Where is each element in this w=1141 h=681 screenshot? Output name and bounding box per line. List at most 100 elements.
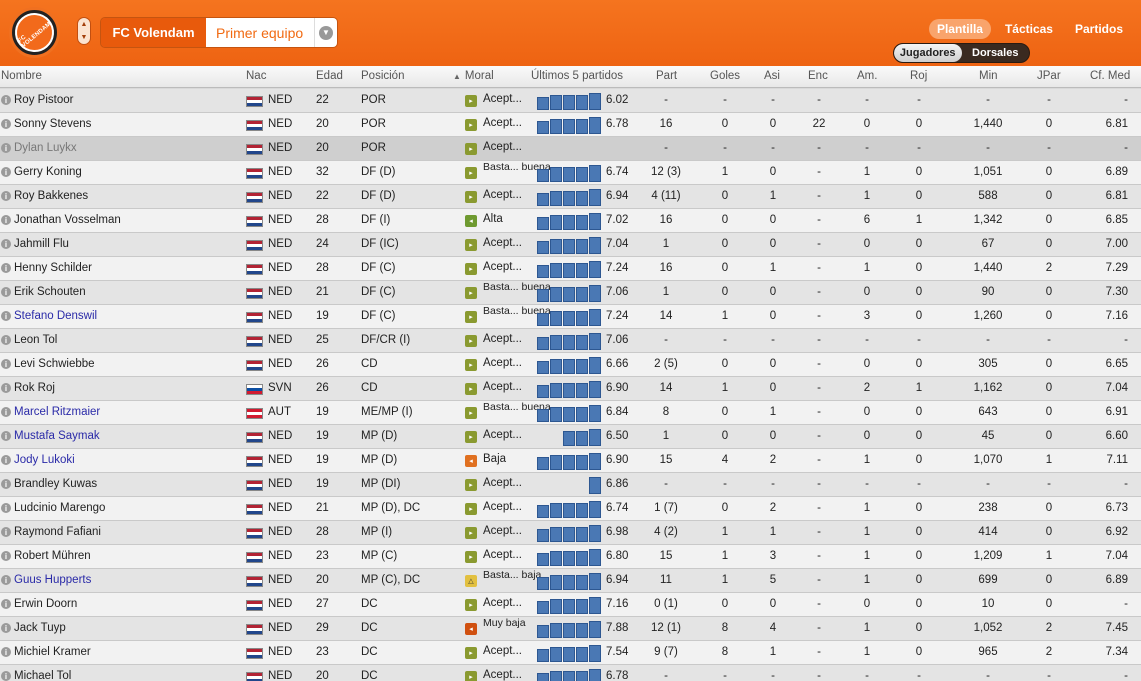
table-row[interactable]: i Erik Schouten NED 21 DF (C) ▸ Basta... buena… bbox=[0, 281, 1141, 305]
segment-0[interactable]: Jugadores bbox=[894, 44, 962, 62]
table-row[interactable]: i Robert Mühren NED 23 MP (C) ▸ Acept... 6.80 15… bbox=[0, 545, 1141, 569]
table-row[interactable]: i Michael Tol NED 20 DC ▸ Acept... 6.78 - - - - - - - -… bbox=[0, 665, 1141, 681]
col-ultimos[interactable]: Últimos 5 partidos bbox=[531, 70, 624, 82]
table-row[interactable]: i Gerry Koning NED 32 DF (D) ▸ Basta... buena 6… bbox=[0, 161, 1141, 185]
player-name[interactable]: Henny Schilder bbox=[14, 262, 92, 274]
info-icon[interactable]: i bbox=[1, 479, 11, 489]
player-name[interactable]: Rok Roj bbox=[14, 382, 55, 394]
player-name[interactable]: Sonny Stevens bbox=[14, 118, 92, 130]
col-posicion[interactable]: Posición bbox=[361, 70, 405, 82]
table-row[interactable]: i Jahmill Flu NED 24 DF (IC) ▸ Acept... 7.04 1 0 0… bbox=[0, 233, 1141, 257]
info-icon[interactable]: i bbox=[1, 263, 11, 273]
col-am[interactable]: Am. bbox=[857, 70, 878, 82]
table-row[interactable]: i Henny Schilder NED 28 DF (C) ▸ Acept... 7.24 1… bbox=[0, 257, 1141, 281]
nav-tab-1[interactable]: Tácticas bbox=[1004, 22, 1053, 36]
info-icon[interactable]: i bbox=[1, 119, 11, 129]
table-row[interactable]: i Jack Tuyp NED 29 DC ◂ Muy baja 7.88 12 (1) 8 4 - 1… bbox=[0, 617, 1141, 641]
table-row[interactable]: i Jonathan Vosselman NED 28 DF (I) ◂ Alta 7.02 1… bbox=[0, 209, 1141, 233]
info-icon[interactable]: i bbox=[1, 599, 11, 609]
col-min[interactable]: Min bbox=[979, 70, 998, 82]
info-icon[interactable]: i bbox=[1, 143, 11, 153]
player-name[interactable]: Brandley Kuwas bbox=[14, 478, 98, 490]
info-icon[interactable]: i bbox=[1, 503, 11, 513]
table-row[interactable]: i Roy Bakkenes NED 22 DF (D) ▸ Acept... 6.94 4 (… bbox=[0, 185, 1141, 209]
player-name[interactable]: Stefano Denswil bbox=[14, 310, 98, 322]
table-row[interactable]: i Marcel Ritzmaier AUT 19 ME/MP (I) ▸ Basta...… bbox=[0, 401, 1141, 425]
table-row[interactable]: i Sonny Stevens NED 20 POR ▸ Acept... 6.78 16 0 0 2… bbox=[0, 113, 1141, 137]
player-name[interactable]: Guus Hupperts bbox=[14, 574, 92, 586]
table-row[interactable]: i Mustafa Saymak NED 19 MP (D) ▸ Acept... 6.50 1… bbox=[0, 425, 1141, 449]
player-name[interactable]: Jahmill Flu bbox=[14, 238, 69, 250]
player-name[interactable]: Roy Pistoor bbox=[14, 94, 74, 106]
arrow-up-icon[interactable]: ▲ bbox=[80, 21, 88, 28]
table-row[interactable]: i Ludcinio Marengo NED 21 MP (D), DC ▸ Acept..… bbox=[0, 497, 1141, 521]
player-name[interactable]: Jody Lukoki bbox=[14, 454, 75, 466]
club-team-selector[interactable]: FC Volendam Primer equipo ▼ bbox=[100, 17, 338, 48]
table-row[interactable]: i Rok Roj SVN 26 CD ▸ Acept... 6.90 14 1 0 - 2 1 1,162… bbox=[0, 377, 1141, 401]
player-name[interactable]: Raymond Fafiani bbox=[14, 526, 101, 538]
col-cfmed[interactable]: Cf. Med bbox=[1090, 70, 1131, 82]
player-name[interactable]: Gerry Koning bbox=[14, 166, 82, 178]
table-row[interactable]: i Stefano Denswil NED 19 DF (C) ▸ Basta... bue… bbox=[0, 305, 1141, 329]
col-goles[interactable]: Goles bbox=[710, 70, 741, 82]
table-row[interactable]: i Levi Schwiebbe NED 26 CD ▸ Acept... 6.66 2 (5)… bbox=[0, 353, 1141, 377]
info-icon[interactable]: i bbox=[1, 407, 11, 417]
info-icon[interactable]: i bbox=[1, 431, 11, 441]
team-dropdown-button[interactable]: ▼ bbox=[315, 18, 337, 47]
table-row[interactable]: i Raymond Fafiani NED 28 MP (I) ▸ Acept... 6.98… bbox=[0, 521, 1141, 545]
table-row[interactable]: i Roy Pistoor NED 22 POR ▸ Acept... 6.02 - - - - - - -… bbox=[0, 89, 1141, 113]
club-switch-arrows[interactable]: ▲ ▼ bbox=[77, 17, 91, 45]
player-name[interactable]: Jack Tuyp bbox=[14, 622, 66, 634]
info-icon[interactable]: i bbox=[1, 95, 11, 105]
player-name[interactable]: Erwin Doorn bbox=[14, 598, 78, 610]
table-row[interactable]: i Leon Tol NED 25 DF/CR (I) ▸ Acept... 7.06 - - - -… bbox=[0, 329, 1141, 353]
player-name[interactable]: Mustafa Saymak bbox=[14, 430, 100, 442]
club-crest[interactable]: FC VOLENDAM bbox=[7, 5, 62, 60]
info-icon[interactable]: i bbox=[1, 575, 11, 585]
player-name[interactable]: Michael Tol bbox=[14, 670, 72, 681]
info-icon[interactable]: i bbox=[1, 191, 11, 201]
col-nombre[interactable]: Nombre bbox=[1, 70, 42, 82]
player-name[interactable]: Leon Tol bbox=[14, 334, 58, 346]
player-name[interactable]: Michiel Kramer bbox=[14, 646, 91, 658]
player-name[interactable]: Robert Mühren bbox=[14, 550, 91, 562]
col-roj[interactable]: Roj bbox=[910, 70, 928, 82]
player-name[interactable]: Erik Schouten bbox=[14, 286, 86, 298]
col-asi[interactable]: Asi bbox=[764, 70, 780, 82]
nav-tab-2[interactable]: Partidos bbox=[1074, 22, 1123, 36]
segment-1[interactable]: Dorsales bbox=[972, 47, 1019, 59]
arrow-down-icon[interactable]: ▼ bbox=[80, 34, 88, 41]
info-icon[interactable]: i bbox=[1, 167, 11, 177]
table-row[interactable]: i Erwin Doorn NED 27 DC ▸ Acept... 7.16 0 (1) 0 0 -… bbox=[0, 593, 1141, 617]
table-row[interactable]: i Michiel Kramer NED 23 DC ▸ Acept... 7.54 9 (7)… bbox=[0, 641, 1141, 665]
info-icon[interactable]: i bbox=[1, 527, 11, 537]
table-row[interactable]: i Jody Lukoki NED 19 MP (D) ◂ Baja 6.90 15 4 2 - 1 0 1… bbox=[0, 449, 1141, 473]
table-row[interactable]: i Guus Hupperts NED 20 MP (C), DC △ Basta... b… bbox=[0, 569, 1141, 593]
info-icon[interactable]: i bbox=[1, 455, 11, 465]
info-icon[interactable]: i bbox=[1, 671, 11, 681]
table-row[interactable]: i Dylan Luykx NED 20 POR ▸ Acept... - - - - - - - - - bbox=[0, 137, 1141, 161]
nav-tab-0[interactable]: Plantilla bbox=[928, 19, 991, 39]
player-name[interactable]: Dylan Luykx bbox=[14, 142, 77, 154]
info-icon[interactable]: i bbox=[1, 287, 11, 297]
col-moral[interactable]: ▲ Moral bbox=[453, 70, 494, 82]
info-icon[interactable]: i bbox=[1, 239, 11, 249]
col-enc[interactable]: Enc bbox=[808, 70, 828, 82]
player-name[interactable]: Roy Bakkenes bbox=[14, 190, 89, 202]
table-row[interactable]: i Brandley Kuwas NED 19 MP (DI) ▸ Acept... 6.86… bbox=[0, 473, 1141, 497]
col-part[interactable]: Part bbox=[656, 70, 678, 82]
team-selector-label[interactable]: Primer equipo bbox=[206, 18, 315, 47]
col-nac[interactable]: Nac bbox=[246, 70, 267, 82]
player-name[interactable]: Marcel Ritzmaier bbox=[14, 406, 101, 418]
player-name[interactable]: Ludcinio Marengo bbox=[14, 502, 106, 514]
player-name[interactable]: Jonathan Vosselman bbox=[14, 214, 121, 226]
club-name-button[interactable]: FC Volendam bbox=[101, 18, 206, 47]
info-icon[interactable]: i bbox=[1, 215, 11, 225]
info-icon[interactable]: i bbox=[1, 647, 11, 657]
col-edad[interactable]: Edad bbox=[316, 70, 343, 82]
info-icon[interactable]: i bbox=[1, 311, 11, 321]
info-icon[interactable]: i bbox=[1, 359, 11, 369]
info-icon[interactable]: i bbox=[1, 335, 11, 345]
col-jpar[interactable]: JPar bbox=[1037, 70, 1061, 82]
info-icon[interactable]: i bbox=[1, 623, 11, 633]
